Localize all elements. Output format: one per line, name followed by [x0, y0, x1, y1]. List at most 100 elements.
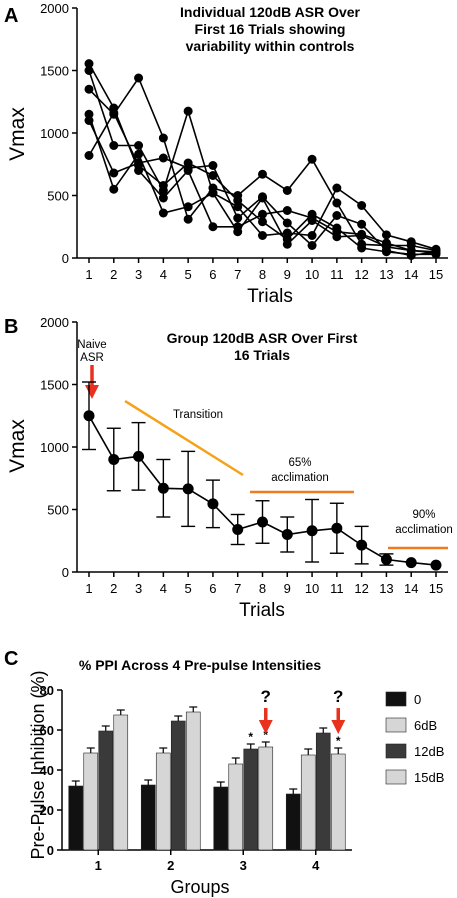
panel-b-data-point: [257, 516, 268, 528]
panel-a-data-point: [158, 133, 168, 143]
panel-a-data-point: [357, 201, 367, 210]
panel-a-x-tick-label: 11: [330, 267, 344, 282]
panel-a-y-tick-label: 1000: [40, 126, 69, 141]
panel-a-data-point: [332, 232, 342, 242]
acclimation-65-label-line-2: acclimation: [271, 472, 329, 484]
panel-c-bar: [185, 711, 201, 851]
panel-a-data-point: [282, 234, 292, 244]
panel-a-data-point: [307, 216, 317, 225]
panel-b-x-tick-label: 5: [185, 581, 192, 596]
panel-c-legend-label: 15dB: [414, 770, 444, 785]
panel-c-x-tick-label: 3: [240, 858, 247, 873]
acclimation-90-label-line-1: 90%: [412, 509, 435, 521]
panel-c-bar: [243, 748, 259, 851]
panel-a-data-point: [134, 73, 144, 83]
panel-a-x-tick-label: 12: [354, 267, 368, 282]
panel-a-data-point: [84, 84, 94, 94]
panel-a-data-point: [357, 219, 367, 229]
panel-b-y-tick-label: 2000: [40, 315, 69, 330]
panel-a-x-tick-label: 14: [404, 267, 418, 282]
panel-b-data-point: [380, 554, 392, 565]
panel-a-data-point: [357, 231, 367, 240]
panel-b-data-point: [331, 522, 343, 534]
panel-a-data-point: [332, 223, 342, 233]
panel-a-data-point: [208, 188, 218, 198]
panel-a-data-point: [84, 109, 94, 119]
panel-a-x-tick-label: 7: [234, 267, 241, 282]
panel-c-chart: % PPI Across 4 Pre-pulse Intensities Pre…: [28, 657, 321, 897]
panel-b-x-tick-label: 15: [429, 581, 443, 596]
panel-a-data-point: [258, 192, 267, 202]
panel-c-bar: [315, 732, 331, 851]
panel-a-data-point: [258, 169, 267, 179]
panel-a-data-point: [84, 66, 94, 75]
panel-c-significance-star: *: [248, 730, 253, 744]
acclimation-90-label-line-2: acclimation: [395, 524, 453, 536]
panel-c-bar: [83, 752, 99, 851]
panel-a-data-point: [158, 181, 168, 190]
panel-b-y-tick-label: 1000: [40, 440, 69, 455]
panel-a-data-point: [134, 141, 144, 150]
panel-c-y-tick-label: 40: [40, 763, 54, 778]
panel-a-data-point: [134, 161, 144, 170]
panel-c-y-tick-label: 80: [40, 683, 54, 698]
panel-c-significance-star: *: [336, 734, 341, 748]
panel-letter-b: B: [4, 316, 18, 338]
panel-b-y-tick-label: 1500: [40, 378, 69, 393]
panel-a-data-point: [183, 214, 193, 224]
panel-a-data-point: [431, 249, 441, 259]
panel-c-bar: [300, 754, 316, 851]
panel-a-y-tick-label: 500: [47, 189, 69, 204]
panel-a-data-point: [208, 171, 218, 180]
panel-c-legend-label: 0: [414, 692, 421, 707]
panel-a-data-point: [208, 161, 218, 170]
panel-a-data-point: [109, 108, 119, 118]
panel-a-title-line-2: First 16 Trials showing: [195, 21, 346, 37]
panel-c-legend-swatch: [385, 691, 407, 707]
panel-b-data-point: [157, 482, 169, 494]
panel-c-y-tick-label: 20: [40, 803, 54, 818]
panel-a-data-point: [307, 154, 317, 164]
panel-c-y-tick-label: 60: [40, 723, 54, 738]
panel-a-x-tick-label: 8: [259, 267, 266, 282]
panel-c-legend-swatch: [385, 769, 407, 785]
panel-a-data-point: [307, 209, 317, 219]
panel-b-data-point: [405, 557, 417, 569]
panel-a-y-tick-label: 2000: [40, 1, 69, 16]
panel-c-bar: [258, 746, 274, 851]
panel-b-x-tick-label: 2: [110, 581, 117, 596]
panel-c-x-tick-label: 4: [312, 858, 320, 873]
panel-a-title-line-1: Individual 120dB ASR Over: [180, 4, 361, 20]
panel-a-data-point: [183, 158, 193, 168]
panel-a-y-tick-label: 1500: [40, 64, 69, 79]
panel-b-data-point: [430, 559, 442, 571]
panel-b-title-line-2: 16 Trials: [234, 347, 290, 363]
panel-a-data-point: [158, 153, 168, 163]
panel-a-x-axis-label: Trials: [247, 286, 293, 307]
panel-b-x-axis-label: Trials: [239, 600, 285, 621]
panel-c-bar: [155, 752, 171, 851]
panel-b-data-point: [182, 483, 194, 495]
panel-a-data-point: [109, 141, 119, 150]
panel-a-data-point: [258, 231, 267, 240]
transition-label: Transition: [173, 409, 223, 421]
panel-a-x-tick-label: 15: [429, 267, 443, 282]
panel-a-data-point: [109, 184, 119, 194]
panel-a-y-tick-label: 0: [62, 251, 69, 266]
panel-letter-a: A: [4, 5, 18, 27]
panel-c-bar: [285, 793, 301, 851]
panel-a-data-point: [233, 227, 243, 237]
panel-b-x-tick-label: 10: [305, 581, 319, 596]
panel-b-x-tick-label: 11: [330, 581, 344, 596]
panel-b-x-tick-label: 6: [209, 581, 216, 596]
panel-a-x-tick-label: 13: [379, 267, 393, 282]
panel-b-x-tick-label: 9: [284, 581, 291, 596]
panel-a-data-point: [109, 168, 119, 178]
panel-c-bar: [170, 720, 186, 851]
panel-a-data-point: [282, 206, 292, 215]
panel-c-bar: [213, 786, 229, 851]
panel-c-x-tick-label: 2: [167, 858, 174, 873]
panel-a-data-point: [158, 193, 168, 203]
panel-c-bar: [228, 763, 244, 851]
panel-c-bar: [140, 784, 156, 851]
